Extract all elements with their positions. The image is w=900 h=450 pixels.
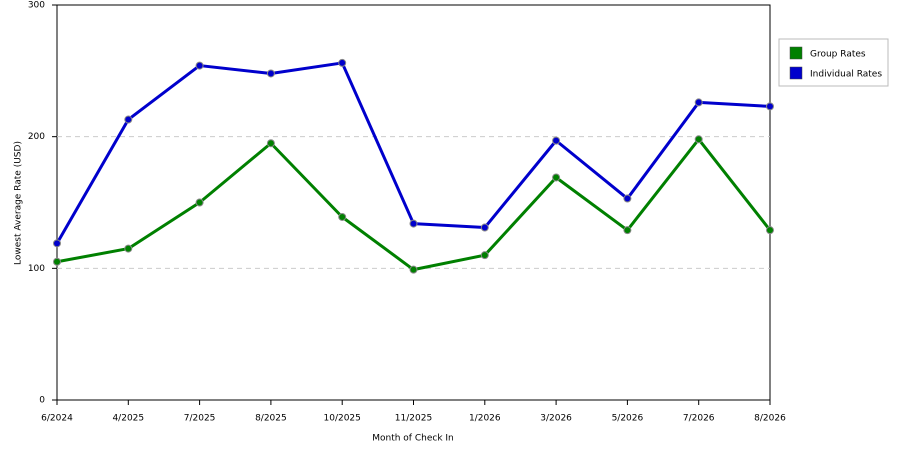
data-point [53, 257, 61, 266]
data-point [53, 239, 61, 248]
x-tick-label: 8/2025 [255, 414, 287, 424]
data-point [409, 265, 418, 274]
x-tick-label: 4/2025 [112, 414, 144, 424]
data-point [480, 223, 489, 232]
data-point [623, 194, 632, 203]
legend-label: Individual Rates [810, 70, 882, 80]
legend-swatch [789, 66, 803, 80]
data-point [552, 173, 561, 182]
data-point [338, 58, 347, 67]
x-tick-label: 10/2025 [324, 414, 361, 424]
x-tick-label: 7/2025 [184, 414, 216, 424]
x-tick-label: 5/2026 [612, 414, 644, 424]
legend-label: Group Rates [810, 50, 866, 60]
data-point [338, 212, 347, 221]
data-point [694, 135, 703, 144]
x-tick-label: 7/2026 [683, 414, 715, 424]
x-tick-label: 6/2024 [41, 414, 73, 424]
legend-swatch [789, 46, 803, 60]
data-point [552, 136, 561, 145]
x-tick-label: 8/2026 [754, 414, 786, 424]
data-point [480, 251, 489, 260]
data-point [124, 115, 133, 124]
data-point [266, 69, 275, 78]
data-point [409, 219, 418, 228]
y-tick-label: 300 [28, 1, 45, 11]
data-point [694, 98, 703, 107]
data-point [195, 198, 204, 207]
data-point [195, 61, 204, 70]
x-tick-label: 11/2025 [395, 414, 432, 424]
y-axis-title: Lowest Average Rate (USD) [14, 141, 24, 265]
x-tick-label: 1/2026 [469, 414, 501, 424]
data-point [124, 244, 133, 253]
y-tick-label: 200 [28, 132, 45, 142]
data-point [766, 226, 774, 235]
y-tick-label: 100 [28, 264, 45, 274]
plot-area [56, 4, 771, 401]
data-point [766, 102, 774, 111]
data-point [266, 139, 275, 148]
x-axis-title: Month of Check In [372, 434, 454, 444]
x-tick-label: 3/2026 [540, 414, 572, 424]
data-point [623, 226, 632, 235]
y-tick-label: 0 [39, 396, 45, 406]
